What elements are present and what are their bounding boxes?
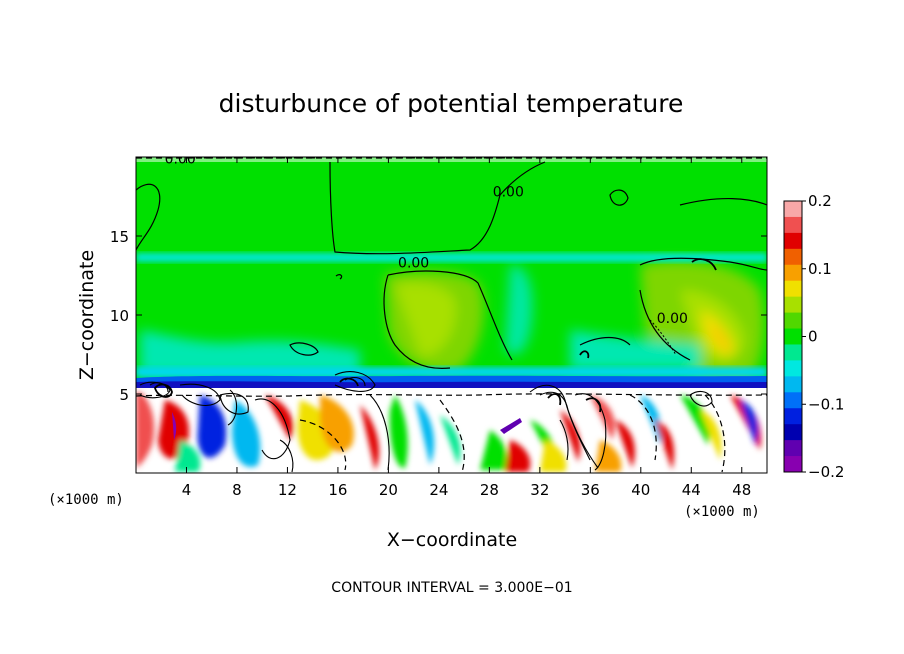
colorbar-swatch	[784, 440, 802, 457]
contour-label: 0.00	[165, 151, 196, 167]
x-tick-label: 36	[581, 481, 600, 499]
y-tick-label: 5	[119, 386, 129, 404]
boundary-contours	[139, 371, 713, 473]
colorbar-swatch	[784, 216, 802, 234]
x-tick-label: 28	[480, 481, 499, 499]
x-unit-label-right: (×1000 m)	[684, 504, 760, 520]
x-axis: 4 8 12 16 20 24 28 32 36 40 44 48	[182, 157, 751, 499]
x-tick-label: 40	[631, 481, 650, 499]
colorbar: 0.2 0.1 0 −0.1 −0.2	[783, 192, 844, 481]
x-tick-label: 16	[328, 481, 347, 499]
colorbar-swatch	[784, 424, 802, 441]
colorbar-swatch	[784, 248, 802, 266]
plot-area: 0.00 0.00 0.00 0.00	[136, 151, 767, 473]
contour-labels: 0.00 0.00 0.00 0.00	[165, 151, 688, 327]
colorbar-swatch	[784, 456, 802, 473]
colorbar-swatch	[784, 376, 802, 393]
x-unit-label-left: (×1000 m)	[48, 492, 124, 508]
x-tick-label: 44	[682, 481, 701, 499]
upper-warm-anomalies	[140, 260, 765, 381]
dotted-contours	[186, 157, 677, 356]
colorbar-swatch	[784, 280, 802, 298]
colorbar-swatch	[784, 201, 802, 218]
contour-lines	[136, 161, 767, 369]
colorbar-swatch	[784, 296, 802, 314]
colorbar-swatch	[784, 328, 802, 345]
inversion-layer	[136, 367, 767, 388]
contour-label: 0.00	[493, 185, 524, 201]
top-band	[136, 157, 767, 162]
contour-interval-note: CONTOUR INTERVAL = 3.000E−01	[331, 580, 572, 596]
colorbar-swatch	[784, 312, 802, 330]
contour-label: 0.00	[398, 256, 429, 272]
colorbar-swatch	[784, 408, 802, 425]
boundary-layer	[136, 388, 767, 473]
x-tick-label: 12	[278, 481, 297, 499]
y-axis-label: Z−coordinate	[76, 250, 98, 380]
y-tick-label: 15	[110, 228, 129, 246]
colorbar-swatch	[784, 232, 802, 250]
y-axis: 5 10 15	[110, 228, 767, 404]
colorbar-tick-label: −0.1	[808, 395, 844, 413]
x-tick-label: 8	[232, 481, 242, 499]
x-tick-label: 32	[530, 481, 549, 499]
y-tick-label: 10	[110, 307, 129, 325]
colorbar-swatch	[784, 264, 802, 282]
x-tick-label: 20	[379, 481, 398, 499]
colorbar-tick-label: −0.2	[808, 463, 844, 481]
x-tick-label: 4	[182, 481, 192, 499]
x-axis-label: X−coordinate	[387, 529, 517, 551]
x-tick-label: 48	[732, 481, 751, 499]
chart-title: disturbunce of potential temperature	[219, 89, 684, 118]
colorbar-swatch	[784, 344, 802, 361]
tropopause-band	[136, 253, 767, 262]
colorbar-tick-label: 0	[808, 328, 818, 346]
colorbar-tick-label: 0.1	[808, 260, 832, 278]
dense-contour-clusters	[153, 258, 717, 413]
colorbar-tick-label: 0.2	[808, 192, 832, 210]
x-tick-label: 24	[429, 481, 448, 499]
colorbar-swatch	[784, 392, 802, 409]
contour-label: 0.00	[657, 311, 688, 327]
colorbar-swatch	[784, 360, 802, 377]
